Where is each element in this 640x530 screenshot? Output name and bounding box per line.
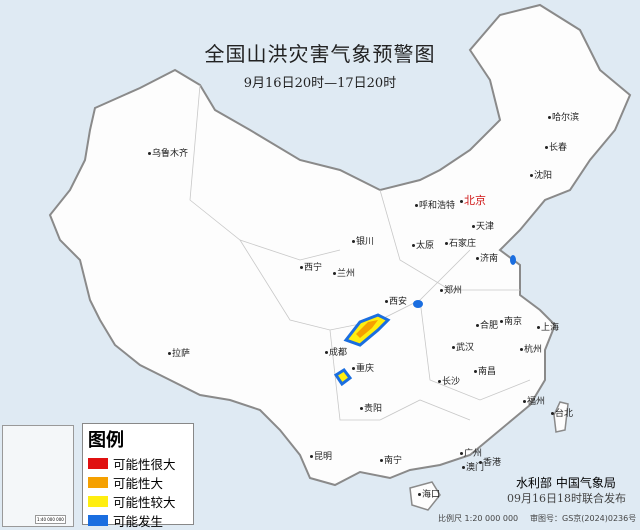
issue-time: 09月16日18时联合发布 xyxy=(507,492,626,505)
city-label: 长沙 xyxy=(438,374,460,387)
legend: 图例 可能性很大 可能性大 可能性较大 可能发生 xyxy=(82,423,194,529)
legend-label: 可能发生 xyxy=(113,514,164,529)
city-label: 银川 xyxy=(352,234,374,247)
city-label: 太原 xyxy=(412,238,434,251)
city-label: 哈尔滨 xyxy=(548,110,579,123)
legend-swatch xyxy=(88,477,108,488)
map-title: 全国山洪灾害气象预警图 xyxy=(204,42,436,66)
legend-item-likely: 可能性大 xyxy=(88,473,193,492)
legend-label: 可能性较大 xyxy=(113,495,176,510)
city-label: 杭州 xyxy=(520,342,542,355)
legend-label: 可能性很大 xyxy=(113,457,176,472)
city-label: 长春 xyxy=(545,140,567,153)
legend-swatch xyxy=(88,515,108,526)
legend-item-very-likely: 可能性很大 xyxy=(88,454,193,473)
city-label: 石家庄 xyxy=(445,236,476,249)
city-label: 澳门 xyxy=(462,460,484,473)
warning-area-blue-2 xyxy=(510,255,516,265)
city-label: 郑州 xyxy=(440,283,462,296)
warning-area-orange xyxy=(356,320,378,338)
map-scale: 比例尺 1:20 000 000 xyxy=(438,514,519,523)
city-label: 广州 xyxy=(460,446,482,459)
city-label: 合肥 xyxy=(476,318,498,331)
city-label: 香港 xyxy=(479,455,501,468)
city-label: 西安 xyxy=(385,294,407,307)
legend-title: 图例 xyxy=(88,430,124,451)
city-label: 拉萨 xyxy=(168,346,190,359)
city-label: 台北 xyxy=(551,406,573,419)
city-label: 天津 xyxy=(472,219,494,232)
map-subtitle: 9月16日20时—17日20时 xyxy=(243,76,397,91)
warning-areas xyxy=(333,255,516,387)
city-label: 海口 xyxy=(418,487,440,500)
city-label: 昆明 xyxy=(310,449,332,462)
city-label: 武汉 xyxy=(452,340,474,353)
inset-scale: 1:40 000 000 xyxy=(35,515,66,524)
city-label: 南京 xyxy=(500,314,522,327)
legend-swatch xyxy=(88,496,108,507)
city-label: 西宁 xyxy=(300,260,322,273)
city-label: 济南 xyxy=(476,251,498,264)
city-label: 北京 xyxy=(460,192,486,208)
city-label: 福州 xyxy=(523,394,545,407)
legend-item-fairly-likely: 可能性较大 xyxy=(88,492,193,511)
south-china-sea-inset: 1:40 000 000 xyxy=(2,425,74,527)
city-label: 贵阳 xyxy=(360,401,382,414)
city-label: 乌鲁木齐 xyxy=(148,146,188,159)
city-label: 呼和浩特 xyxy=(415,198,455,211)
warning-area-blue-1 xyxy=(413,300,423,308)
city-label: 重庆 xyxy=(352,361,374,374)
warning-area-yellow-small xyxy=(333,367,353,387)
city-label: 兰州 xyxy=(333,266,355,279)
city-label: 成都 xyxy=(325,345,347,358)
issuer: 水利部 中国气象局 xyxy=(516,476,616,490)
city-label: 上海 xyxy=(537,320,559,333)
city-label: 南昌 xyxy=(474,364,496,377)
legend-label: 可能性大 xyxy=(113,476,164,491)
province-borders xyxy=(189,84,531,421)
legend-swatch xyxy=(88,458,108,469)
legend-item-possible: 可能发生 xyxy=(88,511,193,530)
city-label: 沈阳 xyxy=(530,168,552,181)
city-label: 南宁 xyxy=(380,453,402,466)
approval-number: 审图号：GS京(2024)0236号 xyxy=(530,514,637,523)
